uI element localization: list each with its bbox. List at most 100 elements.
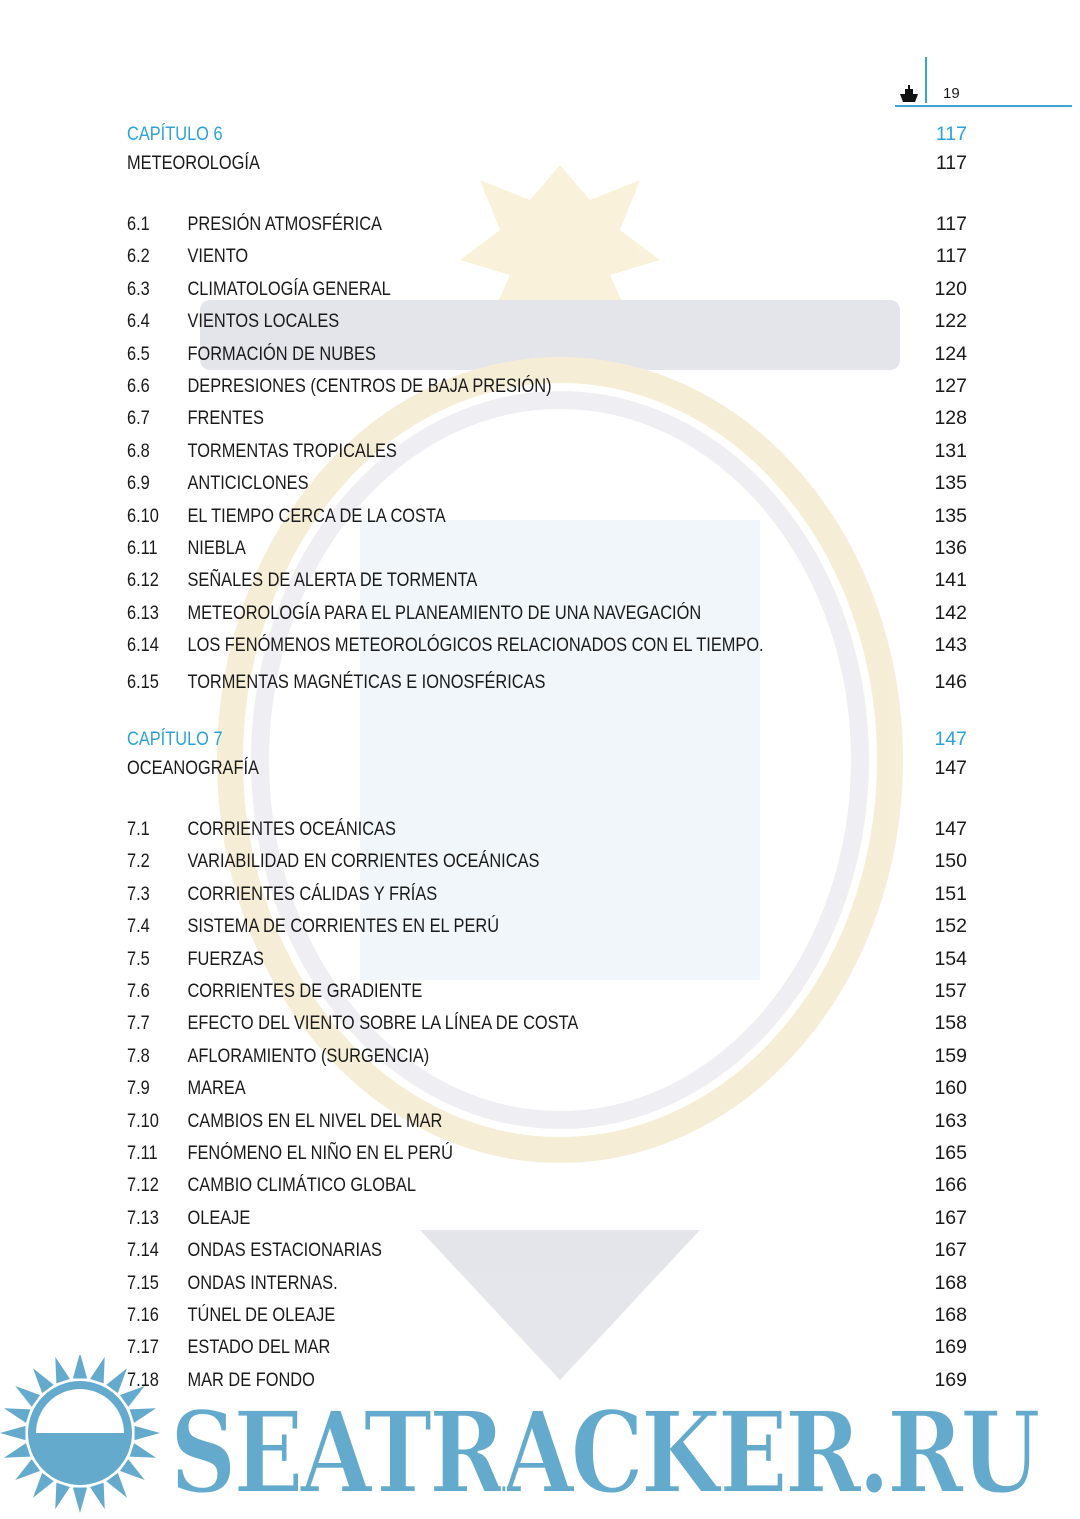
section-title: MAR DE FONDO (187, 1368, 315, 1391)
entry-text: OCEANOGRAFÍA (127, 755, 259, 781)
section-title: TÚNEL DE OLEAJE (187, 1304, 336, 1326)
section-number: 6.6 (127, 375, 150, 397)
section-title: TORMENTAS MAGNÉTICAS E IONOSFÉRICAS (187, 670, 546, 693)
chapter-label[interactable]: CAPÍTULO 6 117 (127, 121, 967, 147)
section-number: 7.10 (127, 1109, 159, 1132)
section-title: SEÑALES DE ALERTA DE TORMENTA (187, 569, 478, 592)
toc-entry[interactable]: 7.7 EFECTO DEL VIENTO SOBRE LA LÍNEA DE C… (127, 1010, 967, 1036)
page-ref: 168 (934, 1271, 967, 1294)
toc-entry[interactable]: 6.7 FRENTES 128 (127, 405, 967, 431)
sun-logo-icon (0, 1355, 160, 1513)
section-title: CAPÍTULO 7 (127, 728, 223, 750)
toc-entry[interactable]: 7.13 OLEAJE 167 (127, 1205, 967, 1231)
page-ref: 167 (934, 1206, 967, 1229)
sun-ray (134, 1425, 160, 1441)
section-title: DEPRESIONES (CENTROS DE BAJA PRESIÓN) (187, 375, 552, 397)
toc-entry[interactable]: 7.5 FUERZAS 154 (127, 946, 967, 972)
chapter-title[interactable]: OCEANOGRAFÍA 147 (127, 755, 967, 781)
section-title: CAMBIOS EN EL NIVEL DEL MAR (187, 1109, 443, 1132)
toc-entry[interactable]: 7.3 CORRIENTES CÁLIDAS Y FRÍAS 151 (127, 881, 967, 907)
toc-entry[interactable]: 6.6 DEPRESIONES (CENTROS DE BAJA PRESIÓN)… (127, 373, 967, 399)
section-number: 6.1 (127, 213, 150, 235)
toc-entry[interactable]: 6.14 LOS FENÓMENOS METEOROLÓGICOS RELACIO… (127, 632, 967, 658)
section-title: VARIABILIDAD EN CORRIENTES OCEÁNICAS (187, 850, 540, 873)
section-title: CORRIENTES CÁLIDAS Y FRÍAS (187, 882, 438, 905)
section-number: 6.12 (127, 569, 159, 592)
page-ref: 147 (934, 757, 967, 779)
toc-entry[interactable]: 6.15 TORMENTAS MAGNÉTICAS E IONOSFÉRICAS 1… (127, 669, 967, 695)
sun-ray (119, 1459, 145, 1481)
page-ref: 141 (934, 569, 967, 592)
section-number: 7.4 (127, 915, 150, 938)
sun-ray (129, 1443, 157, 1458)
sun-ray (90, 1482, 105, 1510)
toc-entry[interactable]: 7.10 CAMBIOS EN EL NIVEL DEL MAR 163 (127, 1108, 967, 1134)
toc-entry[interactable]: 7.18 MAR DE FONDO 169 (127, 1367, 967, 1393)
toc-entry[interactable]: 6.1 PRESIÓN ATMOSFÉRICA 117 (127, 211, 967, 237)
page-ref: 143 (934, 634, 967, 657)
toc-entry[interactable]: 6.5 FORMACIÓN DE NUBES 124 (127, 341, 967, 367)
section-number: 7.8 (127, 1044, 150, 1067)
toc-entry[interactable]: 7.15 ONDAS INTERNAS. 168 (127, 1270, 967, 1296)
section-title: ONDAS INTERNAS. (187, 1271, 338, 1294)
sun-ray (55, 1356, 70, 1384)
sun-ray (3, 1443, 31, 1458)
section-title: OLEAJE (187, 1206, 251, 1229)
sun-ray (129, 1408, 157, 1423)
toc-entry[interactable]: 6.12 SEÑALES DE ALERTA DE TORMENTA 141 (127, 567, 967, 593)
sun-ray (106, 1472, 128, 1498)
section-number: 7.9 (127, 1077, 150, 1100)
toc-entry[interactable]: 7.16 TÚNEL DE OLEAJE 168 (127, 1302, 967, 1328)
page-ref: 117 (935, 213, 967, 235)
section-number: 6.15 (127, 670, 159, 693)
sun-ray (55, 1482, 70, 1510)
section-title: AFLORAMIENTO (SURGENCIA) (187, 1044, 430, 1067)
section-number: 6.2 (127, 245, 150, 268)
toc-entry[interactable]: 7.14 ONDAS ESTACIONARIAS 167 (127, 1237, 967, 1263)
toc-entry[interactable]: 7.11 FENÓMENO EL NIÑO EN EL PERÚ 165 (127, 1140, 967, 1166)
toc-entry[interactable]: 7.4 SISTEMA DE CORRIENTES EN EL PERÚ 152 (127, 913, 967, 939)
sun-ray (32, 1472, 54, 1498)
section-number: 7.12 (127, 1174, 159, 1197)
section-number: 7.1 (127, 818, 150, 840)
toc-entry[interactable]: 6.13 METEOROLOGÍA PARA EL PLANEAMIENTO DE… (127, 600, 967, 626)
page-ref: 165 (934, 1142, 967, 1164)
sun-ray (0, 1425, 26, 1441)
toc-entry[interactable]: 7.2 VARIABILIDAD EN CORRIENTES OCEÁNICAS 1… (127, 848, 967, 874)
section-title: NIEBLA (187, 537, 246, 559)
section-title: METEOROLOGÍA (127, 152, 260, 174)
toc-entry[interactable]: 7.17 ESTADO DEL MAR 169 (127, 1334, 967, 1360)
sun-ray (90, 1356, 105, 1384)
section-title: CORRIENTES DE GRADIENTE (187, 980, 423, 1002)
page-ref: 168 (934, 1304, 967, 1326)
entry-text: CAPÍTULO 6 (127, 121, 223, 147)
toc-entry[interactable]: 6.2 VIENTO 117 (127, 243, 967, 269)
toc-entry[interactable]: 7.6 CORRIENTES DE GRADIENTE 157 (127, 978, 967, 1004)
toc-entry[interactable]: 6.4 VIENTOS LOCALES 122 (127, 308, 967, 334)
chapter-label[interactable]: CAPÍTULO 7 147 (127, 726, 967, 752)
toc-entry[interactable]: 7.12 CAMBIO CLIMÁTICO GLOBAL 166 (127, 1172, 967, 1198)
section-number: 7.18 (127, 1368, 159, 1391)
toc-entry[interactable]: 6.8 TORMENTAS TROPICALES 131 (127, 438, 967, 464)
chapter-title[interactable]: METEOROLOGÍA 117 (127, 150, 967, 176)
toc-entry[interactable]: 7.8 AFLORAMIENTO (SURGENCIA) 159 (127, 1043, 967, 1069)
toc-entry[interactable]: 6.3 CLIMATOLOGÍA GENERAL 120 (127, 276, 967, 302)
section-number: 7.11 (127, 1142, 158, 1164)
toc-entry[interactable]: 6.10 EL TIEMPO CERCA DE LA COSTA 135 (127, 503, 967, 529)
page-ref: 158 (934, 1012, 967, 1035)
section-number: 6.7 (127, 407, 150, 430)
toc-entry[interactable]: 6.11 NIEBLA 136 (127, 535, 967, 561)
section-number: 7.5 (127, 947, 150, 970)
toc-entry[interactable]: 6.9 ANTICICLONES 135 (127, 470, 967, 496)
section-title: ESTADO DEL MAR (187, 1336, 331, 1359)
section-number: 6.11 (127, 537, 158, 559)
section-number: 6.5 (127, 342, 150, 365)
toc-entry[interactable]: 7.9 MAREA 160 (127, 1075, 967, 1101)
toc-entry[interactable]: 7.1 CORRIENTES OCEÁNICAS 147 (127, 816, 967, 842)
section-number: 6.3 (127, 277, 150, 300)
section-number: 6.9 (127, 472, 150, 495)
section-number: 7.13 (127, 1206, 159, 1229)
section-number: 7.14 (127, 1239, 159, 1262)
page-ref: 127 (934, 375, 967, 397)
sun-ray (72, 1487, 88, 1513)
